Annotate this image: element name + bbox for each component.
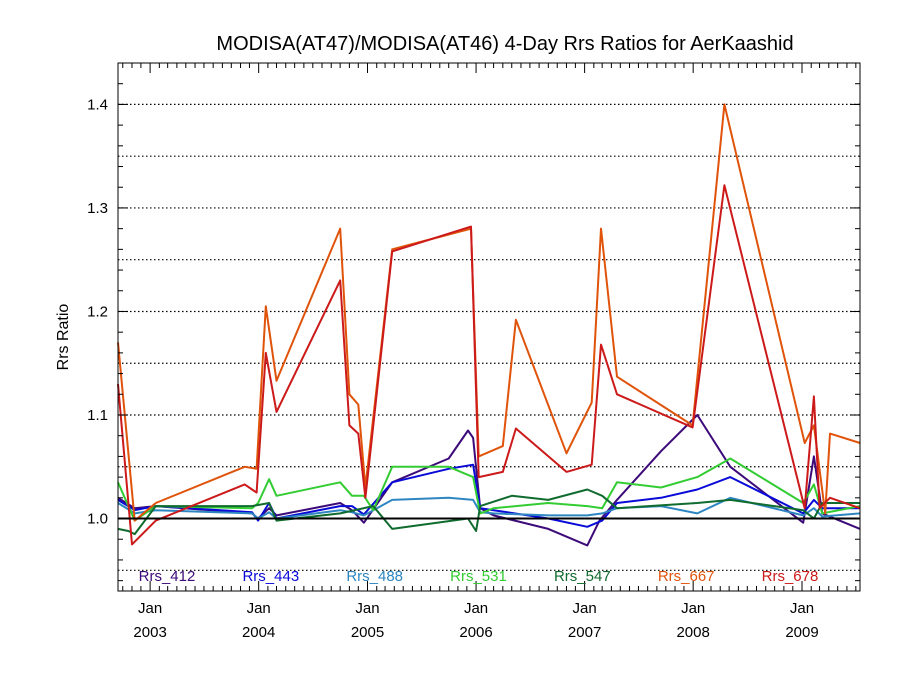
legend-item-rrs-443: Rrs_443 [242, 568, 299, 585]
plot-frame [117, 62, 861, 592]
series-line-rrs-678 [117, 184, 861, 546]
x-tick-year: 2003 [133, 624, 166, 641]
gridlines [118, 103, 860, 571]
y-tick-label: 1.3 [87, 200, 108, 217]
series-line-rrs-667 [117, 103, 861, 522]
legend-item-rrs-678: Rrs_678 [762, 568, 819, 585]
legend: Rrs_412 Rrs_443 Rrs_488 Rrs_531 Rrs_547 Rrs_6… [139, 568, 819, 585]
x-axis-ticks: Jan 2003 Jan 2004 Jan 2005 Jan 2006 Jan 2007 Jan 20… [122, 63, 857, 641]
y-tick-label: 1.2 [87, 303, 108, 320]
legend-item-rrs-488: Rrs_488 [346, 568, 403, 585]
x-tick-month: Jan [681, 600, 705, 617]
legend-item-rrs-667: Rrs_667 [658, 568, 715, 585]
x-tick-year: 2005 [351, 624, 384, 641]
x-tick-month: Jan [790, 600, 814, 617]
x-tick-year: 2008 [676, 624, 709, 641]
series-line-rrs-531 [117, 457, 861, 522]
x-tick-month: Jan [355, 600, 379, 617]
x-tick-year: 2007 [568, 624, 601, 641]
legend-item-rrs-412: Rrs_412 [139, 568, 196, 585]
x-tick-month: Jan [464, 600, 488, 617]
x-tick-month: Jan [138, 600, 162, 617]
y-axis-ticks: 1.0 1.1 1.2 1.3 1.4 [87, 62, 860, 582]
plot-series [117, 103, 861, 547]
y-tick-label: 1.4 [87, 96, 108, 113]
y-axis-label: Rrs Ratio [55, 304, 72, 371]
series-line-rrs-412 [117, 414, 861, 547]
x-tick-month: Jan [573, 600, 597, 617]
chart-title: MODISA(AT47)/MODISA(AT46) 4-Day Rrs Rati… [216, 33, 793, 55]
y-tick-label: 1.1 [87, 407, 108, 424]
x-tick-year: 2006 [459, 624, 492, 641]
legend-item-rrs-531: Rrs_531 [450, 568, 507, 585]
x-tick-month: Jan [247, 600, 271, 617]
x-tick-year: 2009 [785, 624, 818, 641]
x-tick-year: 2004 [242, 624, 275, 641]
y-tick-label: 1.0 [87, 511, 108, 528]
legend-item-rrs-547: Rrs_547 [554, 568, 611, 585]
